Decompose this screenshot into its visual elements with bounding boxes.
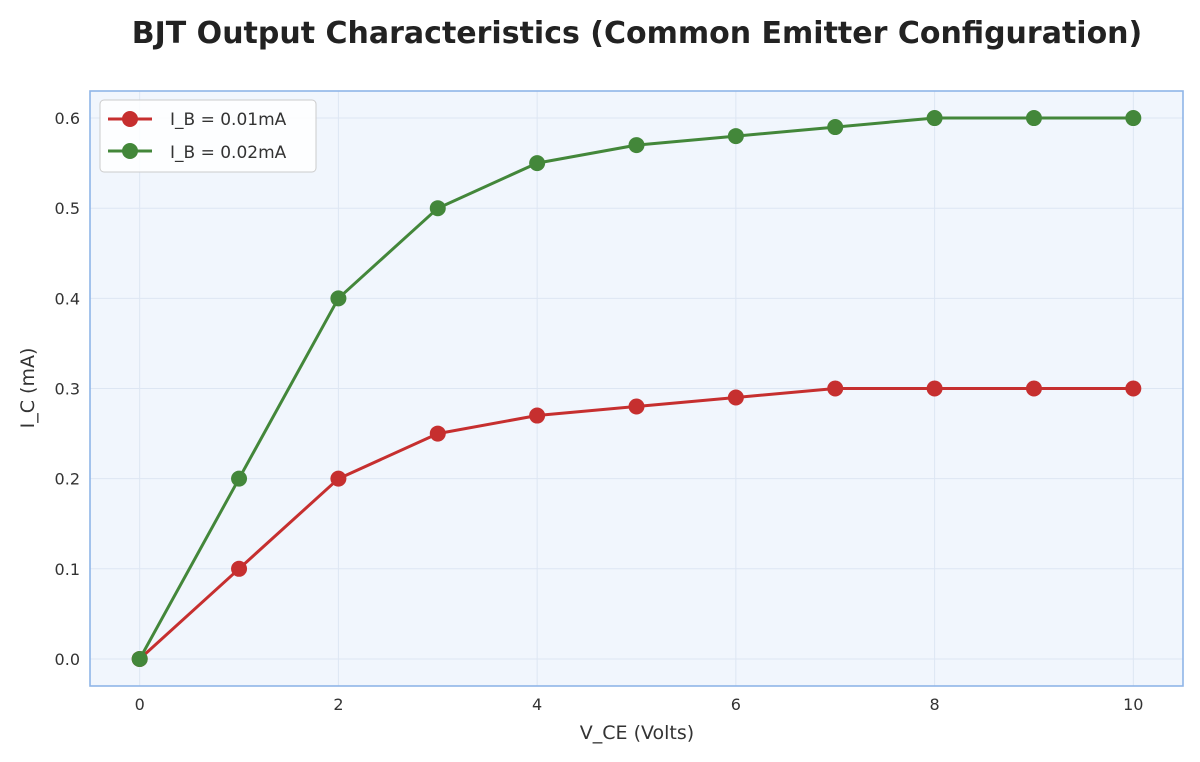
x-axis-ticks: 0 2 4 6 8 10 — [135, 695, 1144, 714]
data-point-series-1 — [727, 389, 744, 406]
x-tick-label: 0 — [135, 695, 145, 714]
x-axis-label: V_CE (Volts) — [580, 722, 694, 744]
legend-label-series-1: I_B = 0.01mA — [170, 110, 287, 130]
data-point-series-2 — [1125, 110, 1142, 127]
legend-marker-series-1 — [122, 111, 138, 127]
series-layer — [131, 110, 1142, 667]
data-point-series-2 — [827, 119, 844, 136]
y-tick-label: 0.5 — [55, 199, 80, 218]
y-tick-label: 0.2 — [55, 470, 80, 489]
chart-title: BJT Output Characteristics (Common Emitt… — [132, 16, 1143, 51]
y-tick-label: 0.3 — [55, 380, 80, 399]
plot-border — [89, 90, 1184, 687]
legend-label-series-2: I_B = 0.02mA — [170, 143, 287, 163]
data-point-series-2 — [727, 128, 744, 145]
x-tick-label: 2 — [333, 695, 343, 714]
data-point-series-1 — [529, 407, 546, 424]
y-axis-ticks: 0.0 0.1 0.2 0.3 0.4 0.5 0.6 — [55, 109, 80, 669]
data-point-series-1 — [1025, 380, 1042, 397]
data-point-series-2 — [131, 650, 148, 667]
x-tick-label: 8 — [929, 695, 939, 714]
y-tick-label: 0.1 — [55, 560, 80, 579]
data-point-series-2 — [429, 200, 446, 217]
x-tick-label: 6 — [731, 695, 741, 714]
data-point-series-2 — [926, 110, 943, 127]
y-axis-label: I_C (mA) — [17, 348, 39, 429]
y-tick-label: 0.6 — [55, 109, 80, 128]
legend-box — [99, 99, 317, 173]
y-tick-label: 0.0 — [55, 650, 80, 669]
legend-marker-series-2 — [122, 143, 138, 159]
data-point-series-1 — [429, 425, 446, 442]
data-point-series-1 — [1125, 380, 1142, 397]
data-point-series-1 — [926, 380, 943, 397]
x-tick-label: 10 — [1123, 695, 1143, 714]
x-tick-label: 4 — [532, 695, 542, 714]
data-point-series-2 — [231, 470, 248, 487]
data-point-series-2 — [1025, 110, 1042, 127]
data-point-series-1 — [827, 380, 844, 397]
data-point-series-2 — [628, 137, 645, 154]
data-point-series-2 — [330, 290, 347, 307]
data-point-series-1 — [330, 470, 347, 487]
y-tick-label: 0.4 — [55, 289, 80, 308]
series-2 — [131, 110, 1142, 667]
data-point-series-1 — [231, 560, 248, 577]
legend: I_B = 0.01mA I_B = 0.02mA — [99, 99, 317, 173]
data-point-series-1 — [628, 398, 645, 415]
data-point-series-2 — [529, 155, 546, 172]
